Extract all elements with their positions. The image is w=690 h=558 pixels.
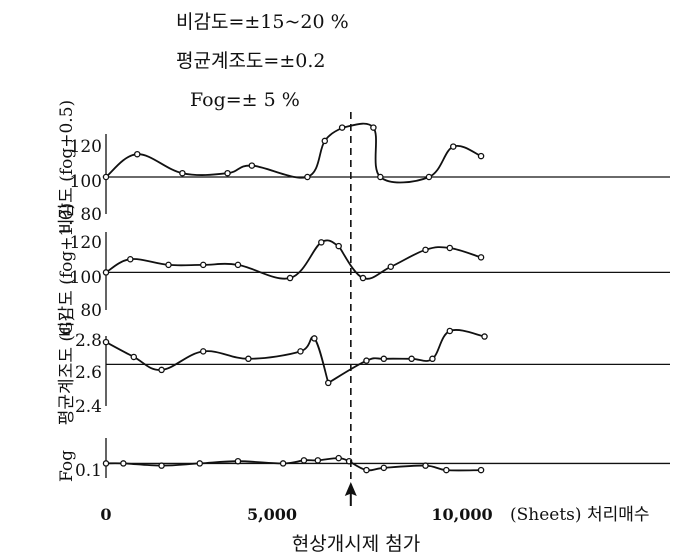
panel-2-data-point (477, 254, 485, 261)
panel-1-y-tick-label: 120 (70, 137, 102, 157)
panel-3-data-point (429, 355, 436, 363)
x-tick-label: 0 (100, 505, 111, 524)
panel-1-data-point (248, 162, 256, 169)
panel-1-data-point (370, 124, 377, 131)
panel-2-data-point (234, 261, 242, 269)
panel-1-data-point (377, 173, 384, 181)
panel-4-data-point (335, 454, 342, 462)
panel-4-data-point (234, 457, 242, 465)
panel-1-data-point (102, 173, 110, 181)
panel-4-data-point (279, 460, 287, 467)
panel-4-data-point (158, 462, 165, 469)
panel-4-series-line (105, 457, 350, 467)
panel-1-data-point (304, 173, 311, 181)
panel-2-data-point (446, 244, 454, 252)
header-sensitivity-tolerance: 비감도=±15~20 % (176, 11, 349, 33)
panel-4-data-point (120, 460, 127, 467)
panel-3-series-line (327, 329, 485, 384)
panel-4-y-tick-label: 0.1 (75, 461, 102, 481)
panel-2-data-point (359, 274, 367, 282)
panel-2-data-point (165, 261, 172, 269)
panel-3-data-point (102, 338, 110, 346)
panel-3-data-point (297, 348, 304, 355)
panel-3-y-tick-label: 2.8 (75, 331, 102, 351)
panel-1-y-tick-label: 100 (70, 172, 102, 192)
panel-3-y-tick-label: 2.4 (75, 397, 102, 417)
panel-3-data-point (363, 357, 370, 364)
panel-3-data-point (158, 366, 165, 374)
panel-1-series-line (105, 126, 343, 179)
panel-4-ylabel: Fog (57, 450, 77, 482)
panel-2-data-point (102, 269, 110, 276)
panel-2-y-tick-label: 80 (80, 301, 102, 321)
x-axis-unit-label: (Sheets) 처리매수 (510, 505, 650, 525)
panel-1-series-line (341, 122, 482, 184)
panel-3-data-point (380, 355, 388, 363)
panel-1-ylabel: 비감도 (fog+0.5) (57, 100, 77, 234)
panel-1-data-point (321, 137, 329, 145)
panel-2-data-point (387, 263, 395, 271)
panel-4-data-point (422, 462, 429, 469)
panel-4-data-point (300, 457, 308, 464)
panel-2-data-point (199, 261, 207, 269)
panel-1-data-point (425, 173, 433, 181)
panel-3-ylabel: 평균계조도 (G) (57, 315, 77, 425)
panel-2-data-point (127, 255, 134, 263)
panel-1-data-point (338, 124, 346, 131)
panel-3-data-point (325, 379, 332, 387)
panel-3-data-point (408, 355, 415, 363)
panel-2-data-point (335, 242, 342, 250)
panel-1-data-point (224, 169, 231, 177)
panel-3-data-point (311, 335, 318, 342)
panel-4-data-point (443, 466, 450, 474)
panel-3-data-point (481, 333, 488, 340)
event-arrow-icon (344, 482, 357, 506)
panel-3-series-line (105, 336, 330, 384)
panel-3-data-point (130, 353, 138, 361)
x-tick-label: 5,000 (247, 505, 297, 524)
panel-2-data-point (286, 274, 294, 282)
panel-2-data-point (422, 246, 429, 254)
header-gradient-tolerance: 평균계조도=±0.2 (176, 50, 325, 72)
panel-1-data-point (134, 150, 141, 158)
panel-3-data-point (199, 348, 207, 355)
panel-4-data-point (102, 460, 110, 467)
event-label: 현상개시제 첨가 (292, 533, 420, 555)
panel-4-data-point (380, 464, 388, 472)
panel-1-data-point (179, 169, 186, 177)
panel-4-data-point (363, 466, 370, 474)
header-fog-tolerance: Fog=± 5 % (190, 89, 300, 111)
panel-2-y-tick-label: 100 (70, 268, 102, 288)
panel-2-ylabel: 비감도 (fog+1.0) (57, 203, 77, 337)
panel-1-data-point (450, 143, 457, 150)
x-tick-label: 10,000 (431, 505, 492, 524)
panel-4-data-point (314, 457, 322, 464)
panel-3-data-point (245, 355, 252, 363)
panel-2-series-line (337, 245, 482, 280)
panel-1-y-tick-label: 80 (80, 205, 102, 225)
panel-2-y-tick-label: 120 (70, 233, 102, 253)
panel-3-data-point (446, 327, 454, 335)
panel-4-data-point (477, 466, 485, 474)
panel-4-data-point (196, 460, 204, 467)
panel-2-data-point (318, 239, 325, 246)
panel-1-data-point (477, 152, 485, 160)
panel-3-y-tick-label: 2.6 (75, 363, 102, 383)
